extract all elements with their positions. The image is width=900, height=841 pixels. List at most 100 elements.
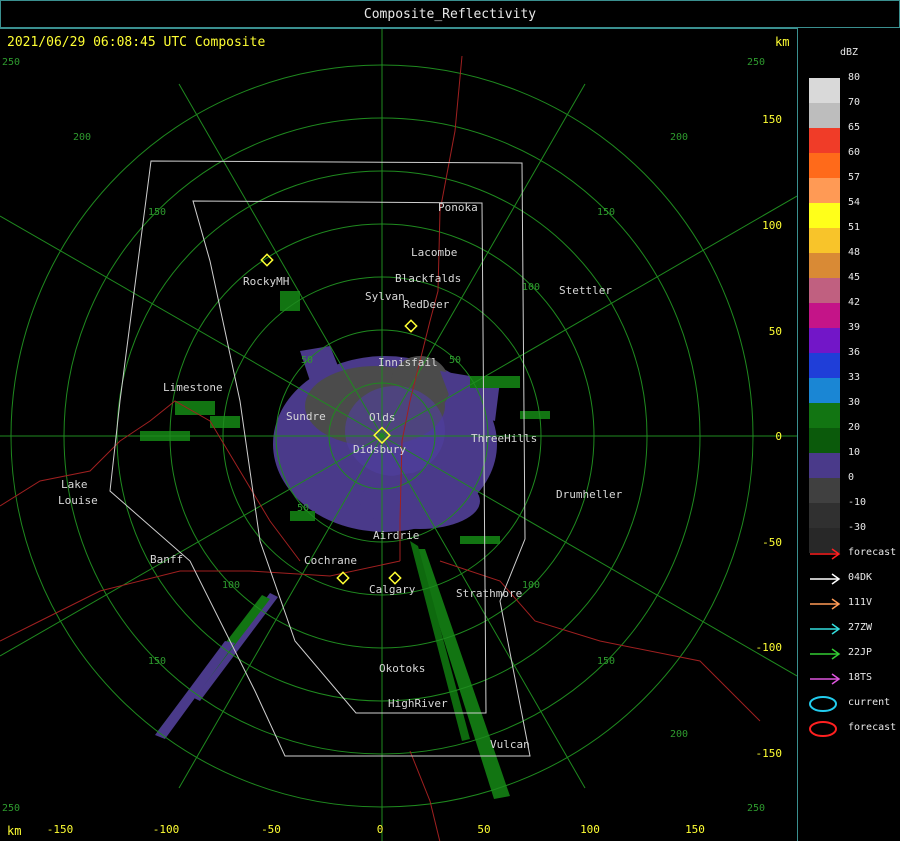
city-label: HighRiver — [388, 697, 448, 710]
legend-swatch — [809, 328, 840, 353]
city-label: Sundre — [286, 410, 326, 423]
window-title: Composite_Reflectivity — [363, 7, 537, 22]
legend-swatch — [809, 303, 840, 328]
city-label: Vulcan — [490, 738, 530, 751]
city-label: Drumheller — [556, 488, 623, 501]
x-tick-label: -50 — [261, 823, 281, 836]
ring-label-50: 50 — [297, 503, 310, 514]
y-tick-label: -100 — [755, 641, 783, 654]
city-label: Limestone — [163, 381, 223, 394]
track-key-label: 22JP — [848, 647, 873, 658]
legend-swatch-label: 51 — [848, 222, 861, 233]
legend-swatch — [809, 103, 840, 128]
ring-label-200: 200 — [670, 132, 689, 143]
legend-swatch-label: 10 — [848, 447, 861, 458]
track-key-item — [808, 596, 898, 616]
radar-map[interactable] — [0, 29, 797, 841]
ring-label-200: 200 — [670, 729, 689, 740]
arrow-icon — [810, 623, 841, 635]
track-key-item — [808, 721, 898, 741]
ring-label-150: 150 — [597, 656, 616, 667]
ring-label-150: 150 — [148, 656, 167, 667]
legend-swatch — [809, 178, 840, 203]
track-key-label: 27ZW — [848, 622, 873, 633]
legend-swatch — [809, 253, 840, 278]
x-tick-label: 150 — [685, 823, 705, 836]
y-tick-label: 0 — [775, 430, 782, 443]
x-tick-label: 100 — [580, 823, 600, 836]
city-label: Ponoka — [438, 201, 478, 214]
legend-swatch-label: 36 — [848, 347, 861, 358]
track-key-label: 04DK — [848, 572, 873, 583]
km-unit-label-bottom: km — [7, 824, 22, 838]
legend-swatch — [809, 453, 840, 478]
y-tick-label: 50 — [768, 325, 782, 338]
city-label: Blackfalds — [395, 272, 462, 285]
legend-swatch — [809, 78, 840, 103]
political-borders — [0, 55, 761, 841]
city-label: Lacombe — [411, 246, 458, 259]
city-label: Louise — [58, 494, 98, 507]
ring-label-250: 250 — [747, 57, 766, 68]
ring-label-150: 150 — [148, 207, 167, 218]
track-key-label: 111V — [848, 597, 873, 608]
reflectivity-echoes — [140, 291, 550, 799]
city-label: Airdrie — [373, 529, 420, 542]
legend-swatch-label: 70 — [848, 97, 861, 108]
city-label: RedDeer — [403, 298, 450, 311]
legend-swatch-label: 20 — [848, 422, 861, 433]
legend-swatch — [809, 203, 840, 228]
ellipse-icon — [809, 721, 837, 737]
legend-swatch-label: 45 — [848, 272, 861, 283]
city-label: Olds — [369, 411, 396, 424]
x-tick-label: -150 — [46, 823, 74, 836]
city-label: Didsbury — [353, 443, 406, 456]
legend-swatch-label: 33 — [848, 372, 861, 383]
legend-swatch-label: 54 — [848, 197, 861, 208]
ring-label-150: 150 — [597, 207, 616, 218]
track-key-item — [808, 646, 898, 666]
y-tick-label: 150 — [762, 113, 782, 126]
city-label: Lake — [61, 478, 88, 491]
city-label: Banff — [150, 553, 184, 566]
track-key-label: forecast — [848, 722, 897, 733]
km-unit-label-top: km — [775, 35, 790, 49]
city-label: Sylvan — [365, 290, 405, 303]
track-key-item — [808, 696, 898, 716]
track-key-label: forecast — [848, 547, 897, 558]
arrow-icon — [810, 598, 841, 610]
track-key-item — [808, 571, 898, 591]
legend-swatch-label: 60 — [848, 147, 861, 158]
city-label: Stettler — [559, 284, 612, 297]
ring-label-50: 50 — [301, 355, 314, 366]
ring-label-50: 50 — [449, 355, 462, 366]
ring-label-100: 100 — [222, 580, 241, 591]
legend-swatch-label: 65 — [848, 122, 861, 133]
city-label: Calgary — [369, 583, 416, 596]
legend-swatch — [809, 128, 840, 153]
ring-label-250: 250 — [747, 803, 766, 814]
city-label: Okotoks — [379, 662, 426, 675]
legend-swatch — [809, 378, 840, 403]
ring-label-100: 100 — [522, 580, 541, 591]
legend-swatch-label: 42 — [848, 297, 861, 308]
legend-swatch — [809, 228, 840, 253]
y-tick-label: 100 — [762, 219, 782, 232]
radar-site-markers — [260, 253, 418, 585]
legend-swatch-label: -10 — [848, 497, 867, 508]
arrow-icon — [810, 548, 841, 560]
track-key-item — [808, 546, 898, 566]
radar-display-panel[interactable]: 2021/06/29 06:08:45 UTC Composite km km … — [0, 28, 798, 841]
legend-swatch — [809, 153, 840, 178]
city-label: Strathmore — [456, 587, 523, 600]
legend-swatch — [809, 503, 840, 528]
arrow-icon — [810, 673, 841, 685]
city-label: Cochrane — [304, 554, 357, 567]
legend-swatch — [809, 353, 840, 378]
city-label: Innisfail — [378, 356, 438, 369]
track-key-item — [808, 671, 898, 691]
legend-swatch — [809, 278, 840, 303]
legend-swatch — [809, 528, 840, 553]
ring-label-100: 100 — [522, 282, 541, 293]
legend-swatch — [809, 428, 840, 453]
